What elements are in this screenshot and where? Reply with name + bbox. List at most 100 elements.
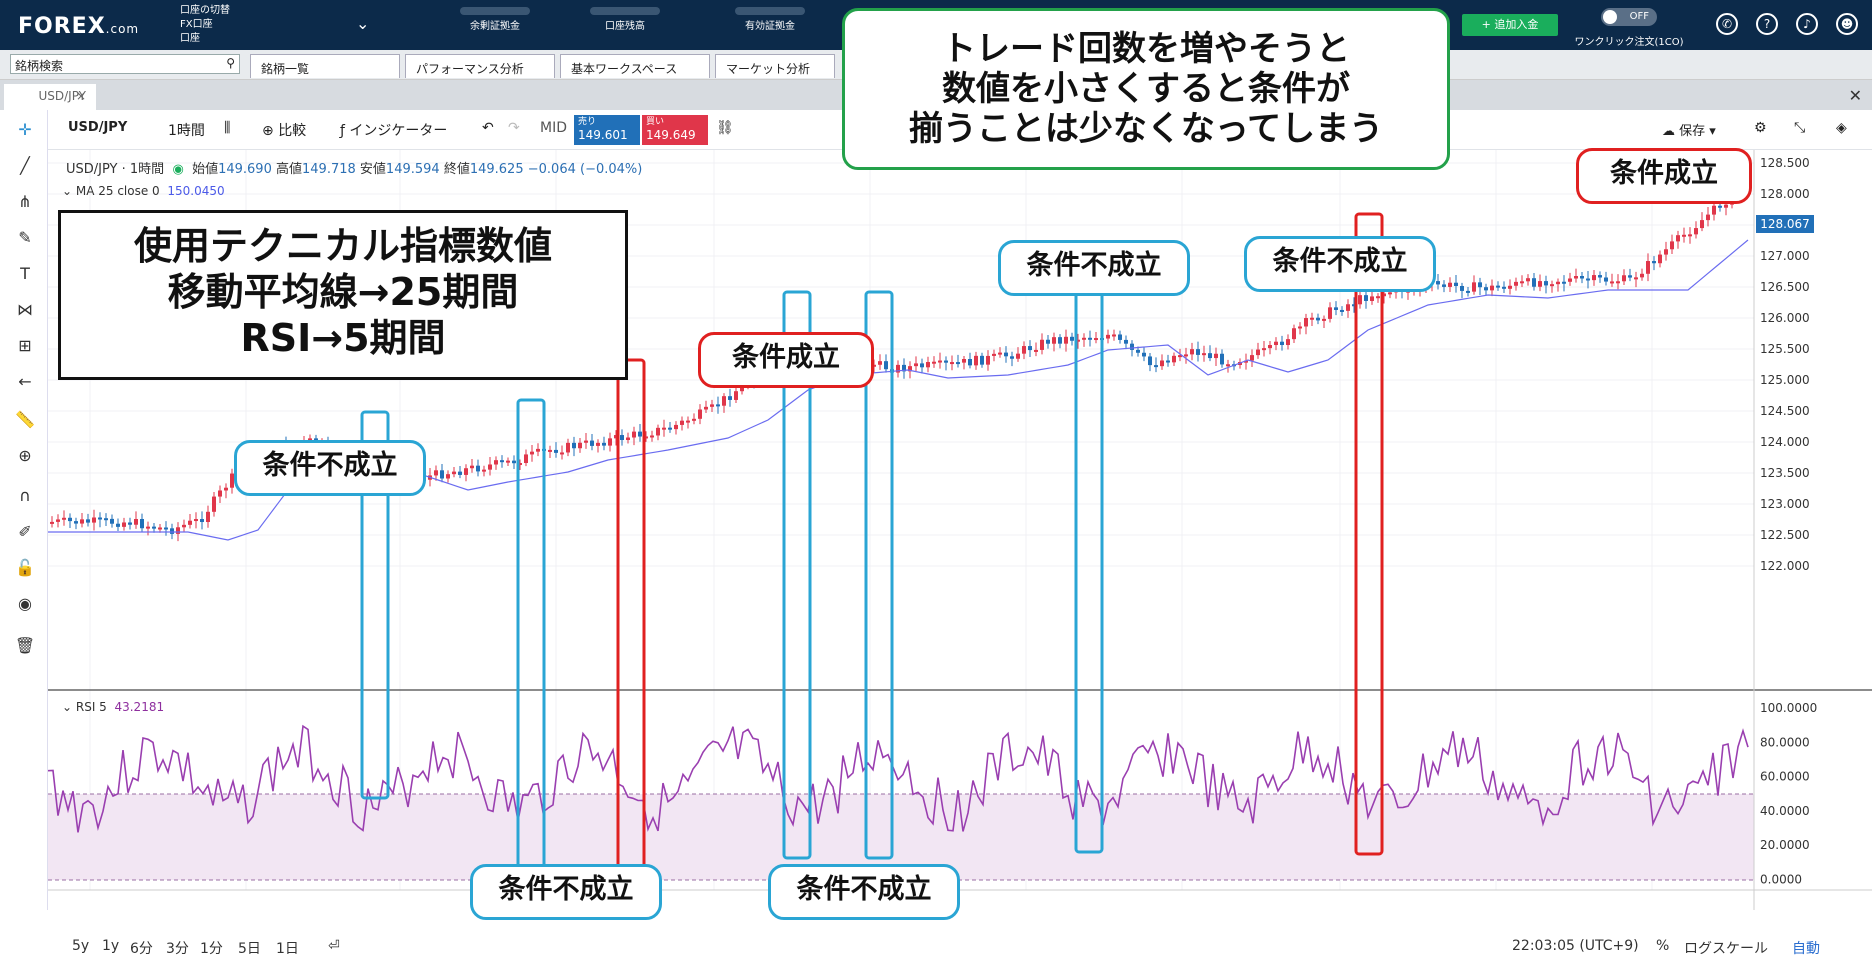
- redo-icon[interactable]: ↷: [508, 120, 520, 136]
- phone-icon[interactable]: ✆: [1716, 13, 1738, 35]
- candle: [1592, 275, 1596, 281]
- sell-button[interactable]: 売り 149.601: [574, 115, 640, 145]
- help-icon[interactable]: ?: [1756, 13, 1778, 35]
- ruler-icon[interactable]: 📏: [15, 410, 35, 429]
- fib-icon[interactable]: ⋔: [18, 192, 32, 211]
- one-click-toggle[interactable]: OFF ワンクリック注文(1CO): [1574, 8, 1684, 48]
- interval-selector[interactable]: 1時間: [168, 123, 205, 139]
- indicators-button[interactable]: ƒ インジケーター: [340, 123, 448, 139]
- candle: [1466, 290, 1470, 293]
- bell-icon[interactable]: ♪: [1796, 13, 1818, 35]
- forex-logo[interactable]: FOREX.com: [18, 14, 140, 39]
- log-scale-button[interactable]: ログスケール: [1684, 941, 1768, 957]
- goto-date-icon[interactable]: ⏎: [328, 938, 340, 954]
- candle: [212, 496, 216, 512]
- price-axis-label: 126.000: [1760, 311, 1810, 325]
- tab-performance[interactable]: パフォーマンス分析: [405, 54, 555, 78]
- magnet-icon[interactable]: ∩: [19, 486, 31, 505]
- close-icon[interactable]: ×: [75, 89, 86, 103]
- pattern-icon[interactable]: ⋈: [17, 300, 33, 319]
- tab-symbol-list[interactable]: 銘柄一覧: [250, 54, 400, 78]
- candle: [1052, 337, 1056, 344]
- brush-icon[interactable]: ✎: [18, 228, 32, 247]
- lock-icon[interactable]: 🔓: [15, 558, 35, 577]
- zoom-icon[interactable]: ⊕: [18, 446, 32, 465]
- candle: [1574, 276, 1578, 279]
- auto-scale-button[interactable]: 自動: [1792, 941, 1820, 957]
- measure-icon[interactable]: ⊞: [18, 336, 32, 355]
- arrow-left-icon[interactable]: ←: [18, 372, 32, 391]
- account-switcher[interactable]: 口座の切替 FX口座 口座: [180, 5, 230, 44]
- candle: [1214, 353, 1218, 359]
- candle: [50, 521, 54, 524]
- candle: [188, 520, 192, 525]
- candle: [1094, 338, 1098, 341]
- candle: [1016, 353, 1020, 359]
- candle: [116, 523, 120, 527]
- trendline-icon[interactable]: ╱: [20, 156, 30, 175]
- ma-legend[interactable]: ⌄ MA 25 close 0 150.0450: [62, 184, 225, 198]
- candle-type-icon[interactable]: ⫼: [224, 120, 231, 136]
- candle: [1328, 307, 1332, 319]
- rsi-line: [48, 724, 1749, 833]
- fullscreen-icon[interactable]: ⤡: [1794, 120, 1806, 136]
- chart-tab-usdjpy[interactable]: USD/JPY ×: [4, 84, 96, 110]
- chevron-down-icon[interactable]: ⌄: [356, 14, 370, 33]
- candle: [1448, 282, 1452, 287]
- tab-market-analysis[interactable]: マーケット分析: [715, 54, 835, 78]
- crosshair-icon[interactable]: ✛: [18, 120, 32, 139]
- lock-drawing-icon[interactable]: ✐: [18, 522, 32, 541]
- range-3m[interactable]: 3分: [166, 941, 189, 957]
- candle: [698, 409, 702, 419]
- text-icon[interactable]: T: [20, 264, 30, 283]
- close-icon[interactable]: ✕: [1848, 86, 1862, 105]
- compare-button[interactable]: ⊕ 比較: [262, 123, 307, 139]
- candle: [122, 522, 126, 527]
- symbol-selector[interactable]: USD/JPY: [68, 120, 128, 135]
- candle: [518, 463, 522, 466]
- add-funds-button[interactable]: + 追加入金: [1462, 14, 1558, 36]
- candle: [1544, 281, 1548, 286]
- candle: [704, 406, 708, 410]
- time-axis-label: 19: [1644, 909, 1659, 910]
- tab-workspace[interactable]: 基本ワークスペース: [560, 54, 710, 78]
- price-tag: [1756, 215, 1814, 233]
- buy-button[interactable]: 買い 149.649: [642, 115, 708, 145]
- link-icon[interactable]: ⛓: [716, 120, 734, 136]
- price-axis-label: 123.500: [1760, 466, 1810, 480]
- range-1d[interactable]: 1日: [276, 941, 299, 957]
- candle: [1436, 281, 1440, 285]
- candle: [1478, 282, 1482, 288]
- candle: [584, 440, 588, 443]
- range-1m[interactable]: 1分: [200, 941, 223, 957]
- candle: [1268, 345, 1272, 349]
- range-5y[interactable]: 5y: [72, 938, 90, 954]
- trash-icon[interactable]: 🗑: [14, 636, 36, 655]
- candle: [482, 469, 486, 472]
- candle: [500, 460, 504, 463]
- range-1y[interactable]: 1y: [102, 938, 120, 954]
- candle: [1106, 334, 1110, 339]
- price-tag-text: 128.067: [1760, 217, 1810, 231]
- candle: [464, 468, 468, 475]
- rsi-axis-label: 40.0000: [1760, 804, 1810, 818]
- range-6m[interactable]: 6分: [130, 941, 153, 957]
- eye-icon[interactable]: ◉: [18, 594, 32, 613]
- percent-button[interactable]: %: [1656, 938, 1670, 954]
- rsi-legend[interactable]: ⌄ RSI 5 43.2181: [62, 700, 165, 714]
- symbol-search-input[interactable]: 銘柄検索 ⚲: [10, 54, 240, 74]
- candle: [1454, 282, 1458, 286]
- price-mode[interactable]: MID: [540, 120, 567, 136]
- save-button[interactable]: ☁ 保存 ▾: [1662, 124, 1716, 139]
- layers-icon[interactable]: ◈: [1836, 120, 1847, 136]
- candle: [896, 364, 900, 373]
- time-axis-label: 5: [86, 909, 94, 910]
- rsi-axis-label: 100.0000: [1760, 701, 1817, 715]
- ohlc-legend: USD/JPY · 1時間 ◉ 始値149.690 高値149.718 安値14…: [66, 162, 643, 177]
- candle: [872, 364, 876, 367]
- user-icon[interactable]: ☻: [1836, 13, 1858, 35]
- candle: [152, 526, 156, 529]
- undo-icon[interactable]: ↶: [482, 120, 494, 136]
- settings-icon[interactable]: ⚙: [1754, 120, 1767, 136]
- range-5d[interactable]: 5日: [238, 941, 261, 957]
